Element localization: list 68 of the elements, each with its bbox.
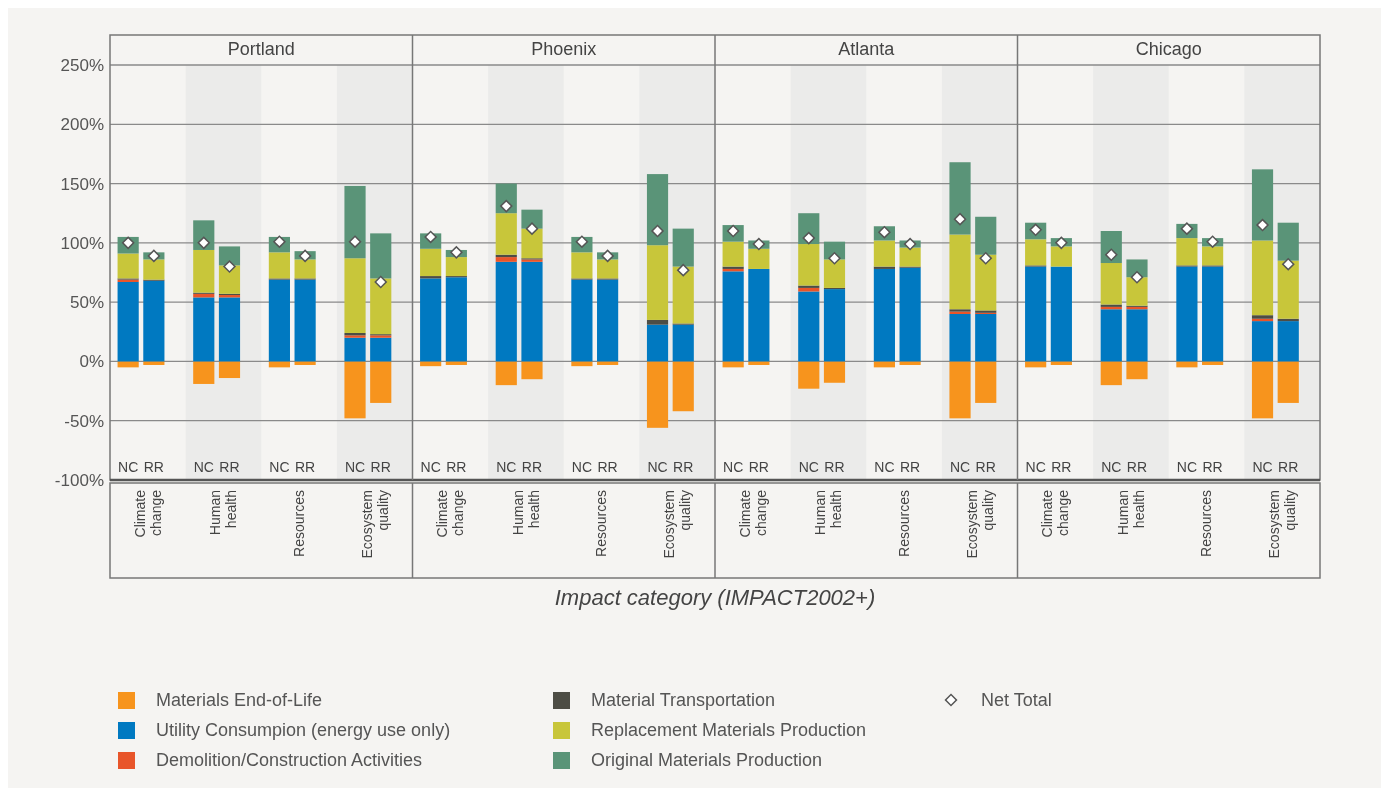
x-tick-label: NC (193, 459, 214, 475)
x-tick-label: RR (219, 459, 240, 475)
text: Portland (227, 39, 295, 59)
text: Human health (207, 490, 240, 536)
x-tick-label: RR (1202, 459, 1223, 475)
y-tick-label: 150% (60, 174, 104, 194)
x-tick-label: RR (143, 459, 164, 475)
y-tick-label: 0% (79, 352, 104, 372)
y-tick-label: 200% (60, 115, 104, 135)
legend-label: Net Total (981, 690, 1052, 711)
text: Resources (290, 490, 307, 557)
x-tick-label: RR (748, 459, 769, 475)
x-tick-label: RR (521, 459, 543, 475)
text: Atlanta (838, 39, 896, 59)
x-tick-label: NC (798, 459, 819, 475)
x-tick-label: NC (571, 459, 593, 475)
text: Resources (1198, 490, 1215, 557)
x-tick-label: RR (1278, 459, 1299, 475)
x-tick-label: RR (1051, 459, 1072, 475)
x-tick-label: NC (496, 459, 517, 475)
x-tick-label: NC (647, 459, 668, 475)
legend-label: Materials End-of-Life (156, 690, 323, 711)
text: Resources (895, 490, 912, 557)
text: Human health (1114, 490, 1147, 536)
x-tick-label: RR (900, 459, 921, 475)
x-tick-label: NC (344, 459, 366, 475)
x-axis-title: Impact category (IMPACT2002+) (554, 585, 876, 610)
legend-label: Material Transportation (591, 690, 776, 711)
text: Climate change (1039, 489, 1072, 538)
x-tick-label: NC (1025, 459, 1046, 475)
x-tick-label: NC (949, 459, 971, 475)
x-tick-label: NC (1176, 459, 1198, 475)
y-tick-label: -50% (64, 411, 104, 431)
text: Human health (812, 490, 845, 536)
text: Ecosystem quality (358, 490, 391, 559)
legend-label: Original Materials Production (591, 750, 823, 771)
x-tick-label: NC (874, 459, 895, 475)
legend-label: Demolition/Construction Activities (156, 750, 423, 771)
text: Climate change (434, 489, 467, 538)
y-tick-label: -100% (54, 470, 104, 490)
text: Ecosystem quality (1266, 490, 1299, 559)
x-tick-label: RR (1126, 459, 1148, 475)
x-tick-label: RR (673, 459, 694, 475)
x-tick-label: RR (824, 459, 845, 475)
text: Ecosystem quality (963, 490, 996, 559)
x-tick-label: NC (269, 459, 290, 475)
y-tick-label: 100% (60, 233, 104, 253)
y-tick-label: 50% (69, 293, 104, 313)
x-tick-label: NC (118, 459, 139, 475)
x-tick-label: NC (420, 459, 441, 475)
y-tick-label: 250% (60, 55, 104, 75)
x-tick-label: RR (446, 459, 467, 475)
legend-label: Utility Consumpion (energy use only) (156, 720, 451, 741)
x-tick-label: RR (370, 459, 391, 475)
text: Chicago (1135, 39, 1202, 59)
legend-label: Replacement Materials Production (591, 720, 867, 741)
text: Climate change (131, 489, 164, 538)
x-tick-label: NC (1252, 459, 1273, 475)
text: Climate change (736, 489, 769, 538)
text: Human health (509, 490, 542, 536)
x-tick-label: NC (1101, 459, 1122, 475)
x-tick-label: RR (975, 459, 996, 475)
text: Phoenix (531, 39, 597, 59)
text: Ecosystem quality (661, 490, 694, 559)
x-tick-label: NC (723, 459, 744, 475)
text: Resources (593, 490, 610, 557)
x-tick-label: RR (295, 459, 316, 475)
x-tick-label: RR (597, 459, 618, 475)
